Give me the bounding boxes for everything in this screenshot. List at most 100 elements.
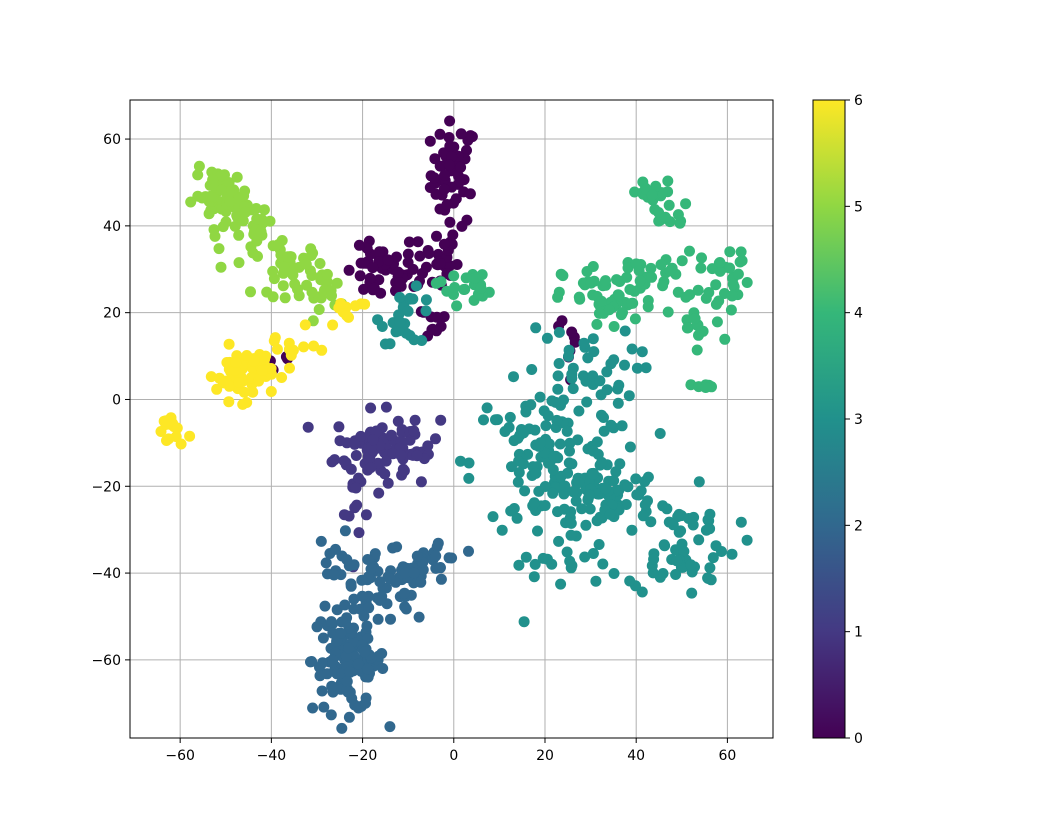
colorbar-tick-label: 6 xyxy=(854,93,863,109)
data-point xyxy=(463,457,475,469)
data-point xyxy=(566,326,578,338)
data-point xyxy=(499,426,511,437)
data-point xyxy=(678,545,690,557)
data-point xyxy=(573,476,585,488)
data-point xyxy=(551,414,563,426)
data-point xyxy=(267,265,279,277)
data-point xyxy=(341,310,353,321)
data-point xyxy=(725,304,737,316)
data-point xyxy=(689,313,701,324)
data-point xyxy=(626,524,638,536)
data-point xyxy=(223,396,235,408)
data-point xyxy=(540,420,552,432)
data-point xyxy=(710,298,722,310)
data-point xyxy=(449,282,461,293)
data-point xyxy=(693,329,704,341)
data-point xyxy=(258,204,270,216)
data-point xyxy=(704,523,716,535)
data-point xyxy=(631,489,643,501)
data-point xyxy=(463,472,475,484)
data-point xyxy=(650,180,662,192)
data-point xyxy=(734,256,746,268)
data-point xyxy=(561,546,573,558)
data-point xyxy=(702,573,714,584)
x-tick-label: −40 xyxy=(257,748,287,764)
data-point xyxy=(612,383,624,395)
data-point xyxy=(670,544,682,556)
data-point xyxy=(372,613,384,625)
data-point xyxy=(454,175,466,187)
data-point xyxy=(391,251,402,263)
data-point xyxy=(621,271,633,283)
data-point xyxy=(434,258,446,269)
data-point xyxy=(528,497,540,509)
data-point xyxy=(593,307,605,319)
data-point xyxy=(380,401,392,413)
data-point xyxy=(435,414,447,426)
data-point xyxy=(518,616,530,628)
colorbar xyxy=(812,99,846,739)
data-point xyxy=(619,359,630,371)
data-point xyxy=(608,321,620,332)
data-point xyxy=(670,569,682,580)
data-point xyxy=(496,524,508,536)
data-point xyxy=(448,270,460,282)
data-point xyxy=(404,434,416,446)
data-point xyxy=(528,571,540,583)
data-point xyxy=(685,559,697,571)
y-tick-label: −60 xyxy=(91,653,121,669)
x-axis: −60 −40 −20 0 20 40 60 xyxy=(165,738,736,764)
data-point xyxy=(353,527,365,539)
data-point xyxy=(369,548,381,560)
data-point xyxy=(422,440,434,452)
data-point xyxy=(431,311,443,323)
data-point xyxy=(587,261,599,272)
data-point xyxy=(624,441,636,453)
data-point xyxy=(541,332,553,344)
data-point xyxy=(400,603,412,615)
x-tick-label: 20 xyxy=(536,748,554,764)
data-point xyxy=(343,642,355,654)
data-point xyxy=(412,236,424,248)
data-point xyxy=(642,301,654,313)
data-point xyxy=(732,268,744,280)
data-point xyxy=(358,283,370,295)
data-point xyxy=(354,270,366,282)
data-point xyxy=(265,386,277,397)
data-point xyxy=(443,159,455,171)
data-point xyxy=(367,434,379,446)
colorbar-tick-label: 5 xyxy=(854,199,863,215)
data-point xyxy=(362,554,374,565)
data-point xyxy=(196,192,208,204)
data-point xyxy=(345,578,357,590)
data-point xyxy=(407,293,419,305)
data-point xyxy=(395,449,407,461)
data-point xyxy=(305,656,316,668)
data-point xyxy=(608,354,620,366)
data-point xyxy=(379,468,391,480)
data-point xyxy=(233,257,245,269)
x-tick-label: 40 xyxy=(627,748,645,764)
data-point xyxy=(646,271,658,283)
data-point xyxy=(348,593,360,605)
data-point xyxy=(469,272,481,284)
data-point xyxy=(299,319,311,331)
data-point xyxy=(695,262,707,274)
data-point xyxy=(363,602,375,614)
data-point xyxy=(520,406,532,418)
data-point xyxy=(704,508,716,520)
data-point xyxy=(460,272,472,284)
data-point xyxy=(414,250,426,262)
data-point xyxy=(646,189,658,201)
data-point xyxy=(349,502,361,514)
data-point xyxy=(305,243,317,255)
data-point xyxy=(267,291,279,303)
data-point xyxy=(633,265,645,277)
data-point xyxy=(193,160,205,172)
data-point xyxy=(461,144,472,156)
data-point xyxy=(408,567,420,579)
data-point xyxy=(444,115,456,127)
data-point xyxy=(664,265,676,277)
data-point xyxy=(614,458,626,470)
data-point xyxy=(392,415,404,427)
